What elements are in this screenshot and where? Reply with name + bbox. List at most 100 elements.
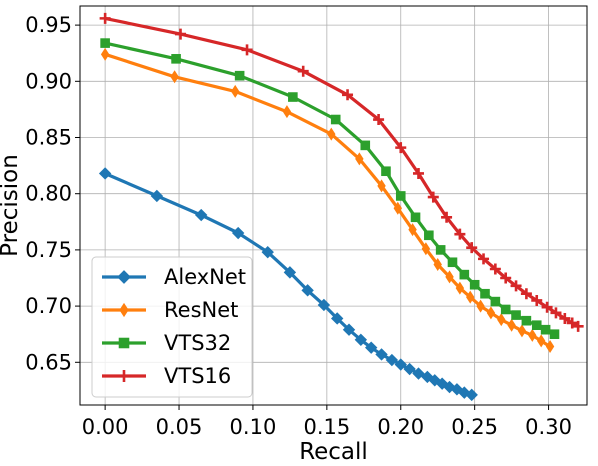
data-point [375, 348, 388, 361]
data-point [572, 320, 584, 332]
data-point [435, 245, 446, 255]
x-tick-label: 0.20 [377, 415, 424, 439]
data-point [393, 201, 402, 215]
data-point [99, 12, 111, 24]
data-point [403, 362, 416, 376]
data-point [364, 341, 378, 354]
data-point [355, 152, 364, 166]
data-point [100, 47, 110, 61]
data-point [490, 296, 501, 307]
data-point [466, 290, 475, 304]
y-tick-label: 0.95 [25, 13, 72, 37]
data-point [377, 179, 386, 193]
data-point [119, 302, 129, 318]
data-point [536, 334, 546, 348]
data-point [327, 127, 336, 141]
data-point [517, 324, 527, 338]
series-vts32 [100, 38, 560, 339]
series-line [104, 52, 551, 348]
data-point [171, 54, 181, 64]
y-tick-label: 0.70 [25, 294, 72, 318]
data-point [540, 324, 551, 335]
data-point [297, 65, 309, 77]
data-point [507, 318, 516, 332]
data-point [433, 258, 442, 272]
data-point [531, 320, 542, 330]
data-point [231, 84, 240, 98]
data-point [478, 253, 490, 265]
series-lines [98, 12, 584, 402]
plot-frame [79, 5, 588, 406]
data-point [410, 212, 421, 223]
x-tick-label: 0.05 [156, 415, 203, 439]
y-tick-label: 0.80 [25, 182, 72, 206]
data-point [421, 242, 431, 256]
x-tick-label: 0.00 [82, 415, 129, 439]
data-point [231, 226, 245, 240]
data-point [466, 242, 478, 254]
legend: AlexNet ResNet VTS32 VTS16 [91, 256, 253, 398]
data-point [195, 208, 208, 222]
data-point [342, 89, 354, 101]
data-point [395, 142, 407, 154]
data-point [559, 312, 571, 324]
series-resnet [100, 47, 555, 354]
axis-ticks: 0.00 0.05 0.10 0.15 0.20 0.25 0.30 0.65 0.70 0.75… [25, 13, 572, 439]
data-point [476, 299, 485, 313]
data-point [330, 312, 344, 325]
data-point [330, 114, 341, 125]
y-tick-label: 0.75 [25, 238, 72, 262]
y-tick-label: 0.65 [25, 350, 72, 374]
x-tick-label: 0.10 [230, 415, 277, 439]
data-point [545, 340, 555, 354]
data-point [354, 333, 368, 347]
legend-label: AlexNet [164, 265, 246, 289]
data-point [566, 317, 578, 329]
data-point [241, 44, 253, 56]
data-point [549, 329, 560, 339]
data-point [521, 315, 532, 326]
data-point [412, 167, 424, 179]
data-point [317, 298, 331, 312]
data-point [373, 114, 385, 126]
data-point [395, 191, 406, 201]
series-alexnet [98, 167, 478, 402]
data-point [301, 284, 314, 297]
data-point [282, 105, 292, 119]
data-point [500, 272, 512, 284]
data-point [117, 369, 131, 383]
data-point [497, 313, 506, 327]
data-point [500, 304, 511, 315]
data-point [360, 140, 371, 151]
legend-label: VTS16 [164, 364, 231, 388]
data-point [118, 337, 130, 349]
data-point [283, 266, 297, 279]
data-point [288, 92, 298, 102]
data-point [510, 280, 522, 292]
data-point [447, 257, 458, 268]
data-point [550, 307, 562, 319]
data-point [175, 28, 187, 40]
y-axis-label: Precision [0, 154, 23, 257]
series-line [104, 41, 556, 336]
data-point [520, 288, 532, 300]
data-point [385, 353, 399, 367]
data-point [424, 230, 434, 241]
data-point [465, 388, 478, 402]
data-point [489, 263, 501, 275]
data-point [150, 189, 164, 203]
legend-label: VTS32 [164, 331, 231, 355]
data-point [98, 167, 112, 180]
x-axis-label: Recall [299, 439, 368, 465]
data-point [441, 211, 453, 223]
data-point [234, 70, 245, 81]
data-point [528, 328, 537, 342]
data-point [427, 191, 439, 203]
data-point [170, 70, 179, 84]
grid [80, 6, 587, 405]
legend-item-vts32: VTS32 [102, 331, 231, 355]
y-tick-label: 0.90 [25, 69, 72, 93]
data-point [511, 310, 521, 320]
data-point [100, 38, 110, 48]
